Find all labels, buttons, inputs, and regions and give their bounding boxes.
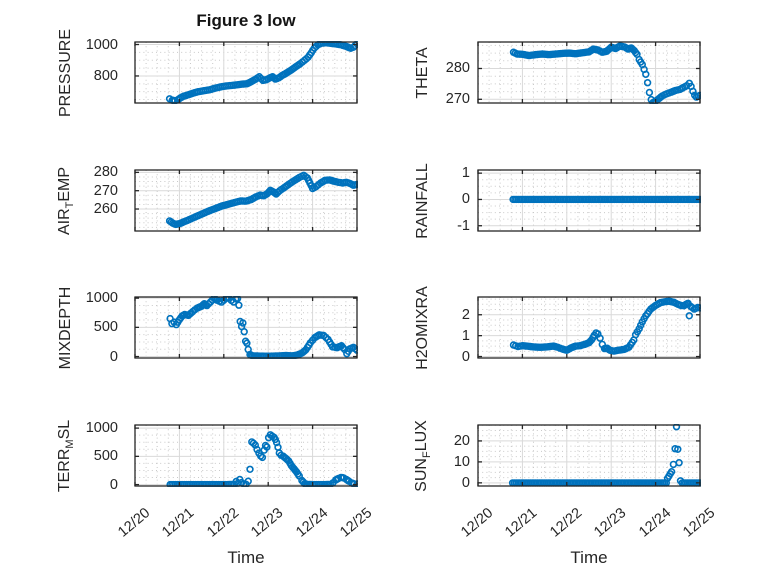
y-axis-label-h2omixra: H2OMIXRA xyxy=(414,286,432,370)
y-axis-label-segment: MIXDEPTH xyxy=(57,286,74,369)
y-axis-label-sun-flux: SUNFLUX xyxy=(413,420,433,492)
data-markers-air-temp xyxy=(165,171,358,229)
y-axis-label-theta: THETA xyxy=(414,47,432,98)
y-tick-label-theta: 270 xyxy=(445,91,470,108)
y-tick-label-pressure: 800 xyxy=(93,67,118,84)
y-tick-label-rainfall: -1 xyxy=(457,217,470,234)
figure-title: Figure 3 low xyxy=(196,11,296,30)
y-tick-label-mixdepth: 500 xyxy=(93,319,118,336)
y-axis-label-pressure: PRESSURE xyxy=(57,28,75,116)
subplot-sun-flux xyxy=(477,424,701,487)
data-markers-pressure xyxy=(165,41,358,104)
data-markers-terr-msl xyxy=(166,431,358,487)
y-axis-label-rainfall: RAINFALL xyxy=(414,163,432,239)
y-tick-label-rainfall: 1 xyxy=(461,165,470,182)
y-tick-label-air-temp: 270 xyxy=(93,182,118,199)
y-axis-label-segment: M xyxy=(64,438,77,449)
y-tick-label-terr-msl: 500 xyxy=(93,448,118,465)
y-tick-label-sun-flux: 0 xyxy=(461,474,470,491)
y-tick-label-theta: 280 xyxy=(445,60,470,77)
y-axis-label-segment: PRESSURE xyxy=(57,28,74,117)
y-axis-label-segment: THETA xyxy=(414,46,431,99)
y-axis-label-mixdepth: MIXDEPTH xyxy=(57,286,75,369)
x-axis-title-left: Time xyxy=(227,548,265,567)
y-axis-label-segment: EMP xyxy=(55,166,73,202)
y-axis-label-segment: TERR xyxy=(55,448,73,492)
y-tick-label-pressure: 1000 xyxy=(85,36,118,53)
y-axis-label-segment: LUX xyxy=(412,419,430,451)
y-axis-label-segment: SUN xyxy=(412,457,430,492)
y-tick-label-mixdepth: 1000 xyxy=(85,290,118,307)
y-axis-label-air-temp: AIRTEMP xyxy=(56,166,76,234)
y-tick-label-air-temp: 260 xyxy=(93,201,118,218)
y-axis-label-terr-msl: TERRMSL xyxy=(56,419,76,491)
data-markers-rainfall xyxy=(509,195,701,204)
y-tick-label-terr-msl: 1000 xyxy=(85,420,118,437)
y-tick-label-sun-flux: 10 xyxy=(453,453,470,470)
y-tick-label-h2omixra: 1 xyxy=(461,327,470,344)
x-axis-title-right: Time xyxy=(570,548,608,567)
y-axis-label-segment: F xyxy=(421,450,434,458)
subplot-air-temp xyxy=(134,169,358,232)
y-axis-label-segment: RAINFALL xyxy=(414,162,431,239)
data-markers-theta xyxy=(509,42,701,104)
y-axis-label-segment: SL xyxy=(55,419,73,439)
y-tick-label-mixdepth: 0 xyxy=(109,348,118,365)
subplot-rainfall xyxy=(477,169,701,232)
subplot-terr-msl xyxy=(134,424,358,487)
y-tick-label-terr-msl: 0 xyxy=(109,476,118,493)
y-tick-label-air-temp: 280 xyxy=(93,164,118,181)
subplot-pressure xyxy=(134,41,358,104)
y-axis-label-segment: H2OMIXRA xyxy=(414,285,431,370)
y-tick-label-h2omixra: 0 xyxy=(461,348,470,365)
subplot-h2omixra xyxy=(477,296,701,359)
subplot-mixdepth xyxy=(134,296,358,359)
y-axis-label-segment: T xyxy=(64,201,77,208)
data-markers-h2omixra xyxy=(509,297,701,355)
y-axis-label-segment: AIR xyxy=(55,207,73,235)
y-tick-label-rainfall: 0 xyxy=(461,191,470,208)
y-tick-label-h2omixra: 2 xyxy=(461,306,470,323)
subplot-theta xyxy=(477,41,701,104)
data-markers-mixdepth xyxy=(166,296,358,359)
y-tick-label-sun-flux: 20 xyxy=(453,432,470,449)
